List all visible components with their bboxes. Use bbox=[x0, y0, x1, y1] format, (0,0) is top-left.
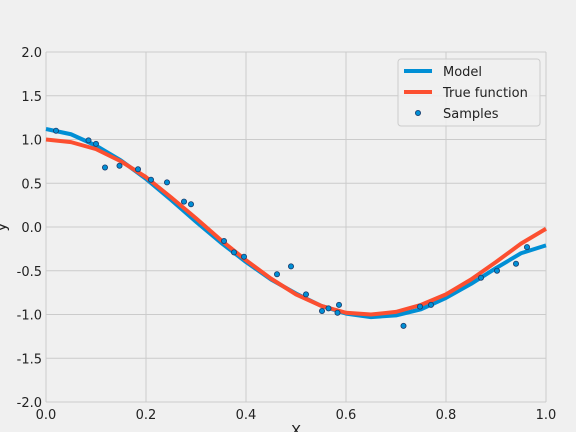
sample-point bbox=[302, 291, 309, 298]
sample-point bbox=[493, 267, 500, 274]
sample-point bbox=[240, 253, 247, 260]
sample-point bbox=[334, 309, 341, 316]
x-axis-label: X bbox=[291, 422, 301, 432]
y-tick-labels: 2.0 1.5 1.0 0.5 0.0 -0.5 -1.0 -1.5 -2.0 bbox=[17, 46, 42, 411]
sample-point bbox=[416, 303, 423, 310]
series-line-true-function bbox=[45, 137, 548, 317]
legend-box bbox=[397, 58, 541, 127]
series-points bbox=[53, 127, 531, 329]
sample-point bbox=[287, 263, 294, 270]
x-tick-label: 0.6 bbox=[336, 408, 357, 423]
sample-point bbox=[524, 244, 531, 251]
sample-point bbox=[147, 176, 154, 183]
series-lines bbox=[45, 127, 548, 320]
sample-point bbox=[427, 301, 434, 308]
y-tick-label: 1.5 bbox=[21, 90, 42, 105]
sample-point bbox=[116, 162, 123, 169]
legend: Model True function Samples bbox=[397, 58, 541, 127]
x-tick-label: 0.8 bbox=[436, 408, 457, 423]
grid bbox=[45, 51, 547, 403]
legend-label-true-function: True function bbox=[442, 86, 528, 101]
legend-label-model: Model bbox=[443, 65, 482, 80]
sample-point bbox=[180, 198, 187, 205]
sample-point bbox=[318, 307, 325, 314]
sample-point bbox=[134, 166, 141, 173]
x-tick-labels: 0.0 0.2 0.4 0.6 0.8 1.0 bbox=[36, 408, 557, 423]
x-tick-label: 0.2 bbox=[136, 408, 157, 423]
legend-label-samples: Samples bbox=[443, 107, 499, 122]
sample-point bbox=[273, 271, 280, 278]
sample-point bbox=[477, 274, 484, 281]
x-tick-label: 1.0 bbox=[536, 408, 557, 423]
sample-point bbox=[325, 305, 332, 312]
sample-point bbox=[102, 164, 109, 171]
y-tick-label: 1.0 bbox=[21, 134, 42, 149]
y-tick-label: 0.0 bbox=[21, 221, 42, 236]
y-axis-label: y bbox=[0, 222, 10, 231]
series-line-model bbox=[45, 127, 547, 320]
sample-point bbox=[93, 140, 100, 147]
sample-point bbox=[85, 137, 92, 144]
y-tick-label: -1.0 bbox=[17, 309, 42, 324]
sample-point bbox=[400, 322, 407, 329]
x-tick-label: 0.0 bbox=[36, 408, 57, 423]
x-tick-label: 0.4 bbox=[236, 408, 257, 423]
y-tick-label: -1.5 bbox=[17, 352, 42, 367]
sample-point bbox=[335, 301, 342, 308]
sample-point bbox=[187, 201, 194, 208]
sample-point bbox=[220, 237, 227, 244]
sample-point bbox=[163, 179, 170, 186]
legend-swatch-samples bbox=[414, 110, 421, 117]
y-tick-label: 0.5 bbox=[21, 177, 42, 192]
y-tick-label: 2.0 bbox=[21, 46, 42, 61]
sample-point bbox=[230, 249, 237, 256]
sample-point bbox=[53, 127, 60, 134]
y-tick-label: -2.0 bbox=[17, 396, 42, 411]
sample-point bbox=[513, 260, 520, 267]
y-tick-label: -0.5 bbox=[17, 265, 42, 280]
